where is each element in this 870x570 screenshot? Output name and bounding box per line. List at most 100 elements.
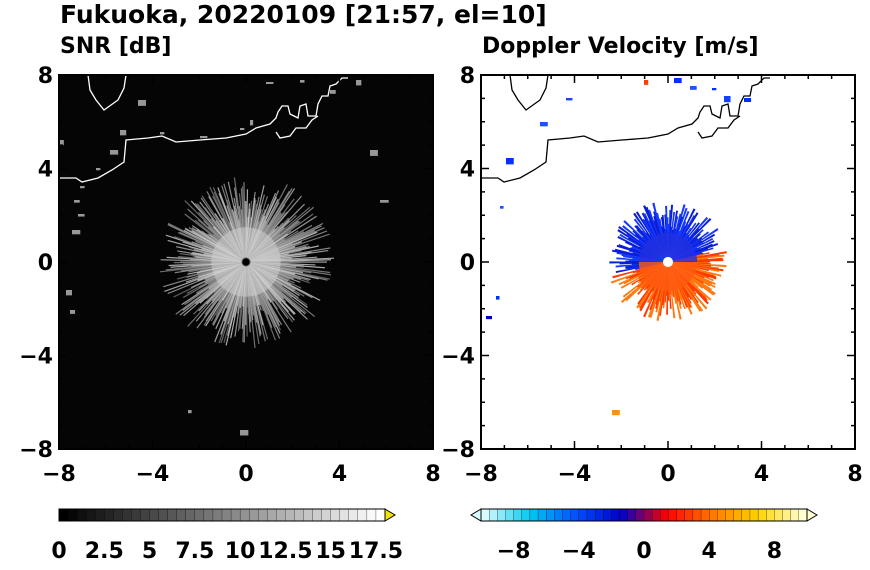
y-tick-label: 8: [38, 64, 53, 89]
snr-clutter-speck: [138, 100, 146, 106]
colorbar-segment: [611, 508, 621, 522]
colorbar-label: 8: [767, 539, 782, 564]
colorbar-segment: [176, 508, 187, 522]
colorbar-segment: [113, 508, 123, 522]
x-tick-label: 8: [425, 462, 440, 487]
colorbar-segment: [230, 508, 241, 522]
x-tick-label: 4: [754, 462, 769, 487]
doppler-clutter-speck: [744, 98, 752, 103]
colorbar-segment: [167, 508, 178, 522]
colorbar-segment: [249, 508, 259, 522]
colorbar-under-arrow: [470, 508, 482, 522]
colorbar-segment: [513, 508, 523, 522]
doppler-clutter-speck: [506, 158, 514, 165]
colorbar-segment: [497, 508, 506, 522]
colorbar-segment: [285, 508, 295, 522]
colorbar-segment: [684, 508, 694, 522]
colorbar-segment: [578, 508, 588, 522]
doppler-clutter-speck: [644, 80, 649, 85]
y-tick-label: 0: [38, 251, 53, 276]
colorbar-label: 2.5: [85, 539, 124, 564]
snr-radar-site: [241, 257, 251, 267]
colorbar-segment: [488, 508, 498, 522]
colorbar-segment: [546, 508, 555, 522]
y-tick-label: −8: [441, 438, 475, 463]
colorbar-over-arrow: [384, 508, 396, 522]
x-tick-label: 0: [660, 462, 675, 487]
doppler-panel-title: Doppler Velocity [m/s]: [482, 34, 759, 59]
snr-frame: −8 −4 0 4 8 8 4 0 −4 −8: [19, 64, 440, 487]
colorbar-segment: [505, 508, 515, 522]
snr-clutter-speck: [330, 90, 336, 94]
colorbar-label: 12.5: [258, 539, 312, 564]
doppler-clutter-speck: [540, 122, 548, 127]
colorbar-label: 0: [636, 539, 651, 564]
y-tick-label: 0: [460, 251, 475, 276]
colorbar-segment: [303, 508, 314, 522]
colorbar-segment: [330, 508, 341, 522]
colorbar-segment: [570, 508, 580, 522]
colorbar-label: 4: [702, 539, 717, 564]
colorbar-segment: [709, 508, 718, 522]
colorbar-segment: [660, 508, 669, 522]
colorbar-label: 0: [51, 539, 66, 564]
colorbar-segment: [635, 508, 645, 522]
doppler-clutter-speck: [674, 78, 682, 84]
x-tick-label: −8: [464, 462, 498, 487]
doppler-coastline: [481, 75, 770, 183]
colorbar-label: 17.5: [349, 539, 403, 564]
y-tick-label: 4: [460, 158, 475, 183]
colorbar-segment: [668, 508, 678, 522]
colorbar-segment: [586, 508, 596, 522]
colorbar-segment: [749, 508, 759, 522]
colorbar-segment: [158, 508, 169, 522]
colorbar-segment: [725, 508, 735, 522]
colorbar-segment: [774, 508, 784, 522]
colorbar-segment: [104, 508, 114, 522]
colorbar-segment: [203, 508, 214, 522]
x-tick-label: −4: [558, 462, 592, 487]
colorbar-segment: [312, 508, 323, 522]
snr-clutter-speck: [250, 120, 254, 126]
snr-coastline: [59, 75, 348, 183]
snr-clutter-speck: [240, 128, 245, 131]
doppler-frame: −8 −4 0 4 8 8 4 0 −4 −8: [441, 64, 862, 487]
doppler-radar-site: [663, 257, 673, 267]
colorbar-label: −4: [562, 539, 596, 564]
doppler-clutter-speck: [496, 296, 500, 300]
doppler-echo: [609, 202, 727, 321]
colorbar-segment: [276, 508, 286, 522]
y-tick-label: 4: [38, 158, 53, 183]
doppler-panel: −8 −4 0 4 8 8 4 0 −4 −8: [441, 64, 862, 487]
colorbar-segment: [757, 508, 767, 522]
colorbar-segment: [554, 508, 563, 522]
snr-clutter-speck: [160, 132, 165, 135]
colorbar-segment: [294, 508, 304, 522]
colorbar-segment: [149, 508, 160, 522]
colorbar-segment: [594, 508, 604, 522]
colorbar-segment: [321, 508, 332, 522]
snr-clutter-speck: [72, 230, 81, 235]
snr-colorbar: 0 2.5 5 7.5 10 12.5 15 17.5: [51, 508, 403, 564]
colorbar-segment: [375, 508, 386, 522]
x-tick-label: 8: [847, 462, 862, 487]
colorbar-segment: [212, 508, 223, 522]
y-tick-label: −4: [19, 345, 53, 370]
colorbar-segment: [67, 508, 78, 522]
colorbar-segment: [480, 508, 490, 522]
colorbar-label: −8: [497, 539, 531, 564]
snr-clutter-speck: [78, 214, 85, 217]
doppler-clutter-speck: [500, 206, 504, 209]
colorbar-segment: [95, 508, 105, 522]
x-tick-label: 4: [332, 462, 347, 487]
x-tick-label: −8: [42, 462, 76, 487]
colorbar-segment: [185, 508, 196, 522]
colorbar-label: 7.5: [175, 539, 214, 564]
snr-clutter-speck: [96, 168, 101, 171]
colorbar-segment: [122, 508, 132, 522]
doppler-clutter-speck: [566, 98, 573, 101]
y-tick-label: −8: [19, 438, 53, 463]
colorbar-segment: [76, 508, 87, 522]
colorbar-segment: [357, 508, 368, 522]
